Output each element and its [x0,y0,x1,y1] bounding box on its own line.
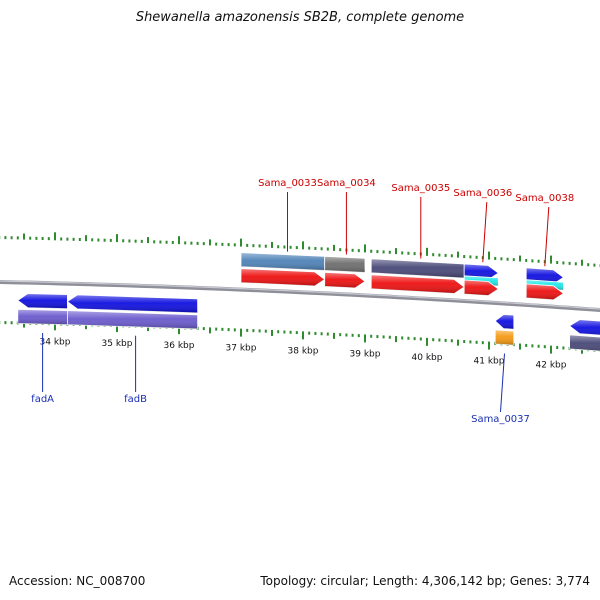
feature-shading [464,280,499,296]
gene-label: fadB [124,394,147,405]
scale-label: 34 kbp [40,337,71,347]
feature-shading [464,264,499,280]
scale-label: 37 kbp [226,344,257,354]
feature-shading [241,268,325,286]
gene-label: Sama_0038 [515,193,574,204]
leader-line [544,206,550,267]
feature-shading [569,319,600,336]
feature-shading [371,274,465,294]
feature-shading [495,314,514,330]
scale-labels: 34 kbp 35 kbp 36 kbp 37 kbp 38 kbp 39 kbp 40 k… [40,337,567,370]
feature-shading [324,272,365,288]
gene-labels: Sama_0033 Sama_0034 Sama_0035 Sama_0036 Sama… [31,178,574,425]
genome-backbone [0,279,600,313]
gene-label: Sama_0037 [471,414,530,425]
feature-shading [324,256,365,273]
feature-shading [371,258,465,278]
leader-line [482,201,488,263]
feature-shading [17,309,68,325]
accession-text: Accession: NC_008700 [9,574,146,588]
gene-label: Sama_0035 [391,183,450,194]
feature-shading [495,329,514,346]
scale-label: 40 kbp [412,353,443,363]
scale-label: 39 kbp [350,349,381,359]
feature-shading [17,293,68,309]
leader-line [500,353,505,413]
feature-shading [526,283,564,300]
gene-label: Sama_0036 [453,188,512,199]
feature-shading [526,267,564,284]
feature-shading [569,334,600,352]
feature-shading [241,252,325,271]
scale-label: 42 kbp [536,361,567,371]
scale-label: 35 kbp [102,339,133,349]
scale-label: 41 kbp [474,357,505,367]
scale-label: 38 kbp [288,346,319,356]
gene-label: Sama_0033 [258,178,317,189]
feature-shading [67,294,198,313]
backbone-highlight [0,280,600,310]
feature-track [17,252,600,352]
topology-text: Topology: circular; Length: 4,306,142 bp… [260,574,590,588]
gene-label: fadA [31,394,54,405]
map-title: Shewanella amazonensis SB2B, complete ge… [135,10,465,25]
feature-shading [67,310,198,329]
scale-label: 36 kbp [164,341,195,351]
gene-label: Sama_0034 [317,178,376,189]
